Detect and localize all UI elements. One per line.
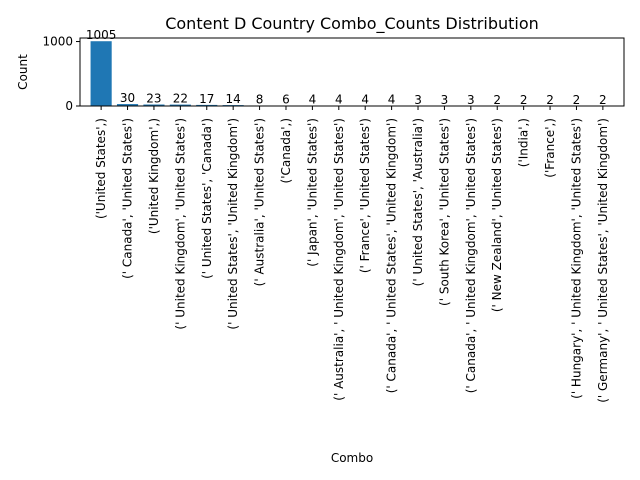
x-tick-label: (' Hungary', ' United Kingdom', 'United … xyxy=(569,118,583,399)
bar-value-label: 4 xyxy=(361,93,369,107)
bar-value-label: 8 xyxy=(256,92,264,106)
bar-value-label: 3 xyxy=(441,93,449,107)
bar-value-label: 4 xyxy=(309,93,317,107)
bar-value-label: 3 xyxy=(414,93,422,107)
x-tick-label: (' New Zealand', 'United States') xyxy=(490,118,504,312)
y-axis-label: Count xyxy=(16,54,30,90)
y-tick-label: 0 xyxy=(65,99,73,113)
bar-value-label: 6 xyxy=(282,93,290,107)
y-tick-label: 1000 xyxy=(42,35,73,49)
x-tick-label: ('India',) xyxy=(517,118,531,167)
bar-value-label: 2 xyxy=(573,93,581,107)
bar-value-label: 4 xyxy=(335,93,343,107)
bar-value-label: 22 xyxy=(173,92,188,106)
x-tick-label: (' Canada', ' United States', 'United Ki… xyxy=(385,118,399,393)
bar xyxy=(116,104,139,106)
bar xyxy=(143,104,165,106)
bar-value-label: 4 xyxy=(388,93,396,107)
x-tick-label: (' Canada', 'United States') xyxy=(121,118,135,279)
x-tick-label: (' South Korea', 'United States') xyxy=(437,118,451,306)
x-tick-label: (' United States', 'Australia') xyxy=(411,118,425,286)
bar-value-label: 30 xyxy=(120,91,135,105)
chart-title: Content D Country Combo_Counts Distribut… xyxy=(165,14,539,34)
bar-value-label: 14 xyxy=(226,92,241,106)
x-tick-label: (' Germany', ' United States', 'United K… xyxy=(596,118,610,403)
x-tick-label: ('United States',) xyxy=(94,118,108,219)
bar-value-label: 2 xyxy=(520,93,528,107)
bar xyxy=(90,41,112,106)
x-tick-label: (' Japan', 'United States') xyxy=(305,118,319,267)
bar-value-label: 1005 xyxy=(86,28,117,42)
bar-value-label: 2 xyxy=(493,93,501,107)
bar xyxy=(196,104,218,106)
x-axis-label: Combo xyxy=(331,451,373,465)
bar xyxy=(169,104,191,106)
x-tick-label: (' United States', 'Canada') xyxy=(200,118,214,279)
x-tick-label: (' Australia', ' United Kingdom', 'Unite… xyxy=(332,118,346,401)
y-axis-ticks: 0 1000 xyxy=(42,35,80,113)
bar-value-label: 2 xyxy=(546,93,554,107)
x-tick-label: (' France', 'United States') xyxy=(358,118,372,273)
x-tick-label: (' Canada', ' United Kingdom', 'United S… xyxy=(464,118,478,393)
bar-value-label: 23 xyxy=(146,92,161,106)
x-tick-label: (' Australia', 'United States') xyxy=(253,118,267,286)
bar-value-label: 2 xyxy=(599,93,607,107)
x-tick-label: ('Canada',) xyxy=(279,118,293,183)
axes-frame xyxy=(79,37,625,107)
x-tick-label: ('United Kingdom',) xyxy=(147,118,161,234)
x-tick-label: ('France',) xyxy=(543,118,557,178)
x-axis-ticks: ('United States',) (' Canada', 'United St… xyxy=(94,106,610,403)
x-tick-label: (' United States', 'United Kingdom') xyxy=(226,118,240,330)
bars-group xyxy=(90,41,614,106)
bar-value-label: 17 xyxy=(199,92,214,106)
x-tick-label: (' United Kingdom', 'United States') xyxy=(173,118,187,330)
bar-value-label: 3 xyxy=(467,93,475,107)
